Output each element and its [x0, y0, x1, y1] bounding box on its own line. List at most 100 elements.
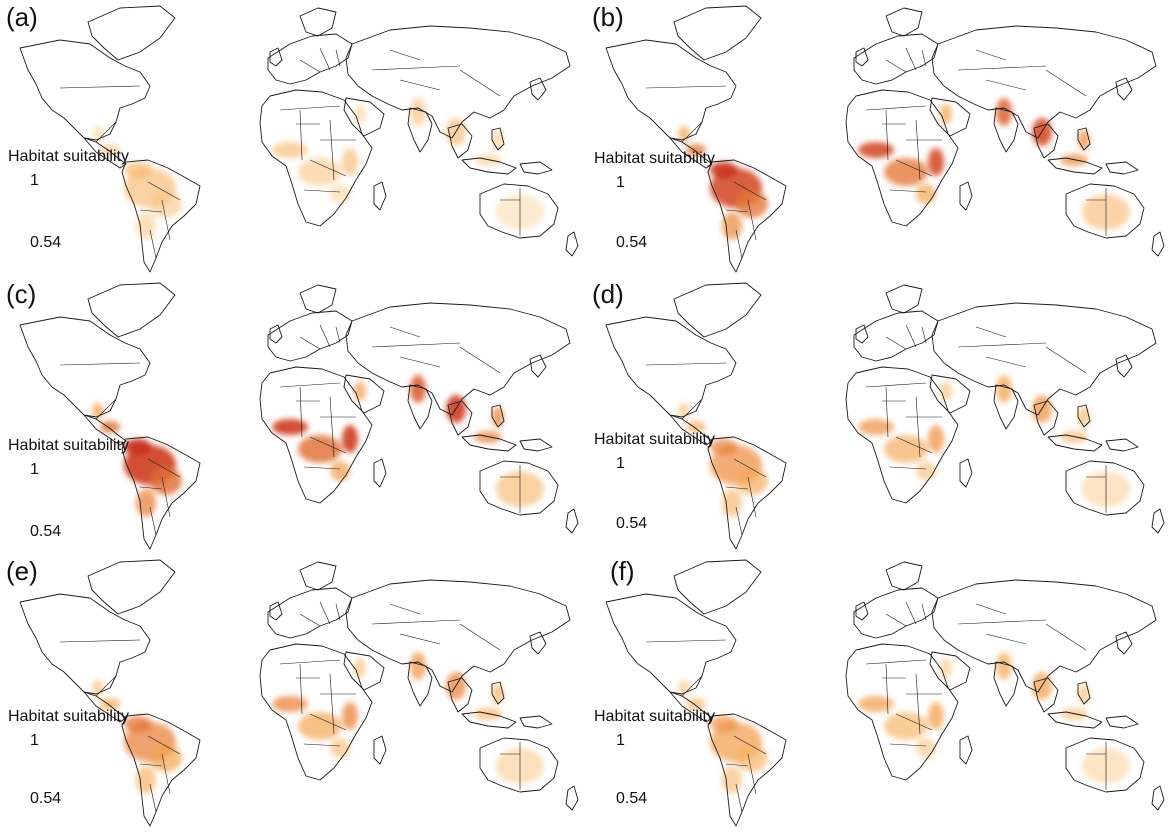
suitability-patch	[736, 744, 768, 772]
land-greenland	[88, 6, 175, 60]
country-border	[161, 476, 171, 518]
country-border	[139, 209, 163, 213]
land-greenland	[88, 560, 175, 614]
coastline-scandinavia	[885, 7, 923, 37]
suitability-layer	[678, 652, 1130, 794]
coastline-north-america	[605, 316, 737, 418]
country-border	[399, 79, 441, 91]
coastline-japan	[1115, 77, 1133, 101]
country-border	[905, 324, 917, 348]
country-border	[645, 85, 727, 89]
country-border	[59, 639, 141, 643]
coastline-philippines	[1077, 404, 1091, 428]
country-border	[747, 476, 757, 518]
coastline-uk	[855, 324, 869, 344]
map-panel-b: (b) Habitat suitability 1 0.54	[586, 0, 1172, 277]
suitability-patch	[298, 158, 342, 186]
coastline-uk	[855, 601, 869, 621]
land-greenland	[674, 283, 761, 337]
country-border	[985, 79, 1027, 91]
country-border	[371, 619, 461, 625]
legend-title: Habitat suitability	[8, 708, 129, 725]
country-border	[161, 199, 171, 241]
coastline-central-america	[83, 137, 127, 169]
suitability-patch	[1078, 407, 1090, 427]
map-panel-a: (a) Habitat suitability 1 0.54	[0, 0, 586, 277]
land-new-zealand	[1152, 509, 1164, 533]
suitability-patch	[928, 702, 944, 730]
legend-max-value: 1	[30, 172, 39, 189]
coastline-scandinavia	[299, 7, 337, 37]
coastline-greenland	[673, 282, 762, 338]
country-border	[299, 386, 303, 438]
world-map	[19, 559, 579, 827]
country-border	[459, 69, 501, 97]
land-europe	[268, 588, 352, 638]
coastline-north-america	[19, 593, 151, 695]
suitability-patch	[928, 425, 944, 453]
suitability-patch	[686, 144, 706, 156]
suitability-patch	[342, 148, 358, 176]
country-border	[957, 619, 1047, 625]
coastline-greenland	[673, 559, 762, 615]
coastline-north-america	[605, 39, 737, 141]
coastline-new-guinea	[1105, 715, 1139, 729]
country-border	[747, 753, 757, 795]
suitability-patch	[884, 158, 928, 186]
coastline-japan	[1115, 631, 1133, 655]
land-europe	[854, 34, 938, 84]
land-north-america	[20, 317, 150, 417]
coastline-scandinavia	[299, 284, 337, 314]
coastline-uk	[269, 324, 283, 344]
coastline-australia	[479, 183, 559, 239]
coastline-scandinavia	[885, 561, 923, 591]
country-border	[725, 486, 749, 490]
country-border	[733, 735, 767, 755]
country-border	[389, 326, 421, 338]
country-border	[905, 47, 917, 71]
coastline-asia	[931, 579, 1157, 693]
land-new-zealand	[566, 509, 578, 533]
map-panel-d: (d) Habitat suitability 1 0.54	[586, 277, 1172, 554]
country-border	[889, 466, 927, 470]
country-border	[905, 601, 917, 625]
suitability-patch	[136, 212, 156, 240]
coastline-madagascar	[373, 735, 387, 765]
suitability-patch	[410, 98, 426, 126]
land-uk	[270, 602, 282, 620]
land-scandinavia	[886, 285, 922, 313]
panel-label: (e)	[6, 556, 38, 586]
suitability-patch	[354, 658, 366, 678]
country-border	[865, 382, 927, 388]
suitability-patch	[996, 98, 1012, 126]
country-border	[279, 382, 341, 388]
suitability-patch	[410, 652, 426, 680]
coastline-north-america	[19, 39, 151, 141]
suitability-patch	[1078, 130, 1090, 150]
coastline-africa	[259, 89, 373, 227]
coastline-uk	[269, 47, 283, 67]
suitability-patch	[100, 421, 120, 433]
coastline-central-america	[83, 414, 127, 446]
coastline-indonesia	[1047, 157, 1103, 175]
land-uk	[856, 48, 868, 66]
map-panel-e: (e) Habitat suitability 1 0.54	[0, 554, 586, 831]
suitability-patch	[736, 190, 768, 218]
country-border	[915, 119, 921, 181]
coastline-africa	[845, 89, 959, 227]
land-north-america	[20, 594, 150, 694]
suitability-patch	[330, 184, 350, 204]
country-border	[329, 673, 335, 735]
coastline-india	[407, 661, 433, 707]
suitability-patch	[940, 104, 952, 124]
panel-label: (b)	[592, 2, 624, 32]
suitability-patch	[150, 467, 182, 495]
coastline-europe	[267, 310, 353, 362]
suitability-patch	[916, 184, 936, 204]
country-border	[725, 209, 749, 213]
land-scandinavia	[300, 562, 336, 590]
suitability-patch	[940, 381, 952, 401]
coastline-indonesia	[461, 157, 517, 175]
land-uk	[856, 325, 868, 343]
